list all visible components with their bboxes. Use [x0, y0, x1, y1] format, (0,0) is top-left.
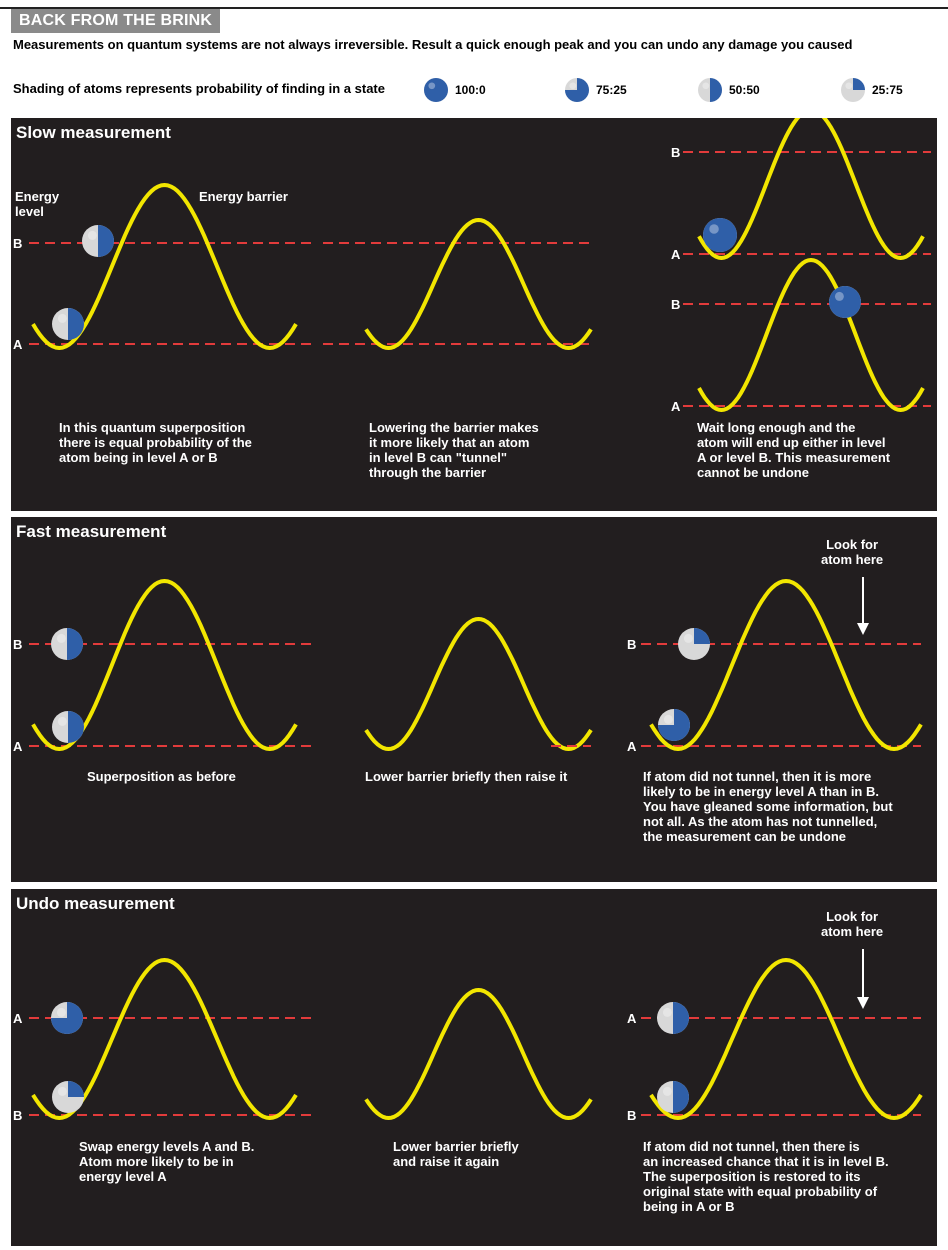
level-label: B	[627, 637, 636, 652]
arrow-head-icon	[857, 997, 869, 1009]
undo-measurement-diagram: A B A B	[13, 949, 923, 1123]
level-label: A	[671, 399, 681, 414]
atom-level-b	[82, 225, 114, 257]
caption-superposition-as-before: Superposition as before	[87, 769, 236, 784]
atom-75-25-icon	[565, 78, 589, 102]
atom-25-75-icon	[841, 78, 865, 102]
level-label: A	[13, 1011, 23, 1026]
energy-barrier-curve-right	[649, 958, 923, 1120]
atom-level-a	[52, 308, 84, 340]
slow-measurement-diagram: B A B A B A	[13, 118, 931, 414]
level-label: B	[627, 1108, 636, 1123]
lowered-barrier-curve	[364, 988, 593, 1120]
level-label: B	[671, 297, 680, 312]
barrier-curve-bottom	[697, 258, 925, 412]
atom-level-a	[658, 709, 690, 741]
level-label: B	[13, 236, 22, 251]
caption-swap-levels: Swap energy levels A and B. Atom more li…	[79, 1139, 255, 1184]
energy-barrier-label: Energy barrier	[199, 189, 288, 204]
level-label: A	[13, 739, 23, 754]
atom-level-a-final	[703, 218, 737, 252]
page-subtitle: Measurements on quantum systems are not …	[13, 37, 853, 52]
lowered-barrier-curve	[364, 617, 593, 751]
legend-atom-icon	[698, 78, 722, 102]
barrier-curve-top	[697, 118, 925, 260]
legend-label: Shading of atoms represents probability …	[13, 81, 385, 96]
caption-lower-barrier-briefly: Lower barrier briefly then raise it	[365, 769, 568, 784]
legend-item-label: 100:0	[455, 83, 486, 97]
atom-level-b	[678, 628, 710, 660]
legend-atom-icon	[424, 78, 448, 102]
fast-measurement-diagram: B A B A	[13, 577, 923, 754]
level-label: A	[627, 739, 637, 754]
look-for-atom-label: Look for atom here	[821, 909, 884, 939]
level-label: A	[671, 247, 681, 262]
look-for-atom-label: Look for atom here	[821, 537, 884, 567]
legend-item-50-50: 50:50	[695, 76, 760, 104]
legend-item-label: 50:50	[729, 83, 760, 97]
panel-fast-measurement: Fast measurement B A B A Look for atom here…	[11, 517, 937, 882]
level-label: A	[13, 337, 23, 352]
atom-50-50-icon	[698, 78, 722, 102]
caption-restored: If atom did not tunnel, then there is an…	[643, 1139, 889, 1214]
atom-level-a	[657, 1002, 689, 1034]
legend-item-label: 75:25	[596, 83, 627, 97]
caption-lower-barrier: Lowering the barrier makes it more likel…	[369, 420, 539, 480]
atom-100-0-icon	[424, 78, 448, 102]
lowered-barrier-curve	[364, 218, 593, 350]
legend-atom-icon	[841, 78, 865, 102]
caption-wait-long: Wait long enough and the atom will end u…	[697, 420, 891, 480]
panel-slow-measurement: Slow measurement B A B A B A Energy level Ene…	[11, 118, 937, 511]
atom-level-b	[52, 1081, 84, 1113]
panel-title: Slow measurement	[16, 123, 171, 142]
page-title: BACK FROM THE BRINK	[11, 9, 221, 33]
legend-atom-icon	[565, 78, 589, 102]
atom-level-b	[657, 1081, 689, 1113]
panel-undo-measurement: Undo measurement A B A B Look for atom here…	[11, 889, 937, 1246]
header-rule	[0, 7, 948, 9]
atom-level-b	[51, 628, 83, 660]
energy-level-label: Energy level	[15, 189, 60, 219]
atom-level-a	[52, 711, 84, 743]
legend-item-75-25: 75:25	[562, 76, 627, 104]
panel-title: Fast measurement	[16, 522, 167, 541]
level-label: A	[627, 1011, 637, 1026]
atom-level-b-final	[829, 286, 861, 318]
caption-not-tunnel: If atom did not tunnel, then it is more …	[643, 769, 893, 844]
level-label: B	[671, 145, 680, 160]
caption-lower-barrier-again: Lower barrier briefly and raise it again	[393, 1139, 519, 1169]
level-label: B	[13, 1108, 22, 1123]
energy-barrier-curve-right	[649, 579, 923, 751]
level-label: B	[13, 637, 22, 652]
arrow-head-icon	[857, 623, 869, 635]
atom-level-a	[51, 1002, 83, 1034]
legend-item-100-0: 100:0	[421, 76, 486, 104]
legend-item-label: 25:75	[872, 83, 903, 97]
legend-item-25-75: 25:75	[838, 76, 903, 104]
caption-superposition: In this quantum superposition there is e…	[59, 420, 252, 465]
panel-title: Undo measurement	[16, 894, 175, 913]
